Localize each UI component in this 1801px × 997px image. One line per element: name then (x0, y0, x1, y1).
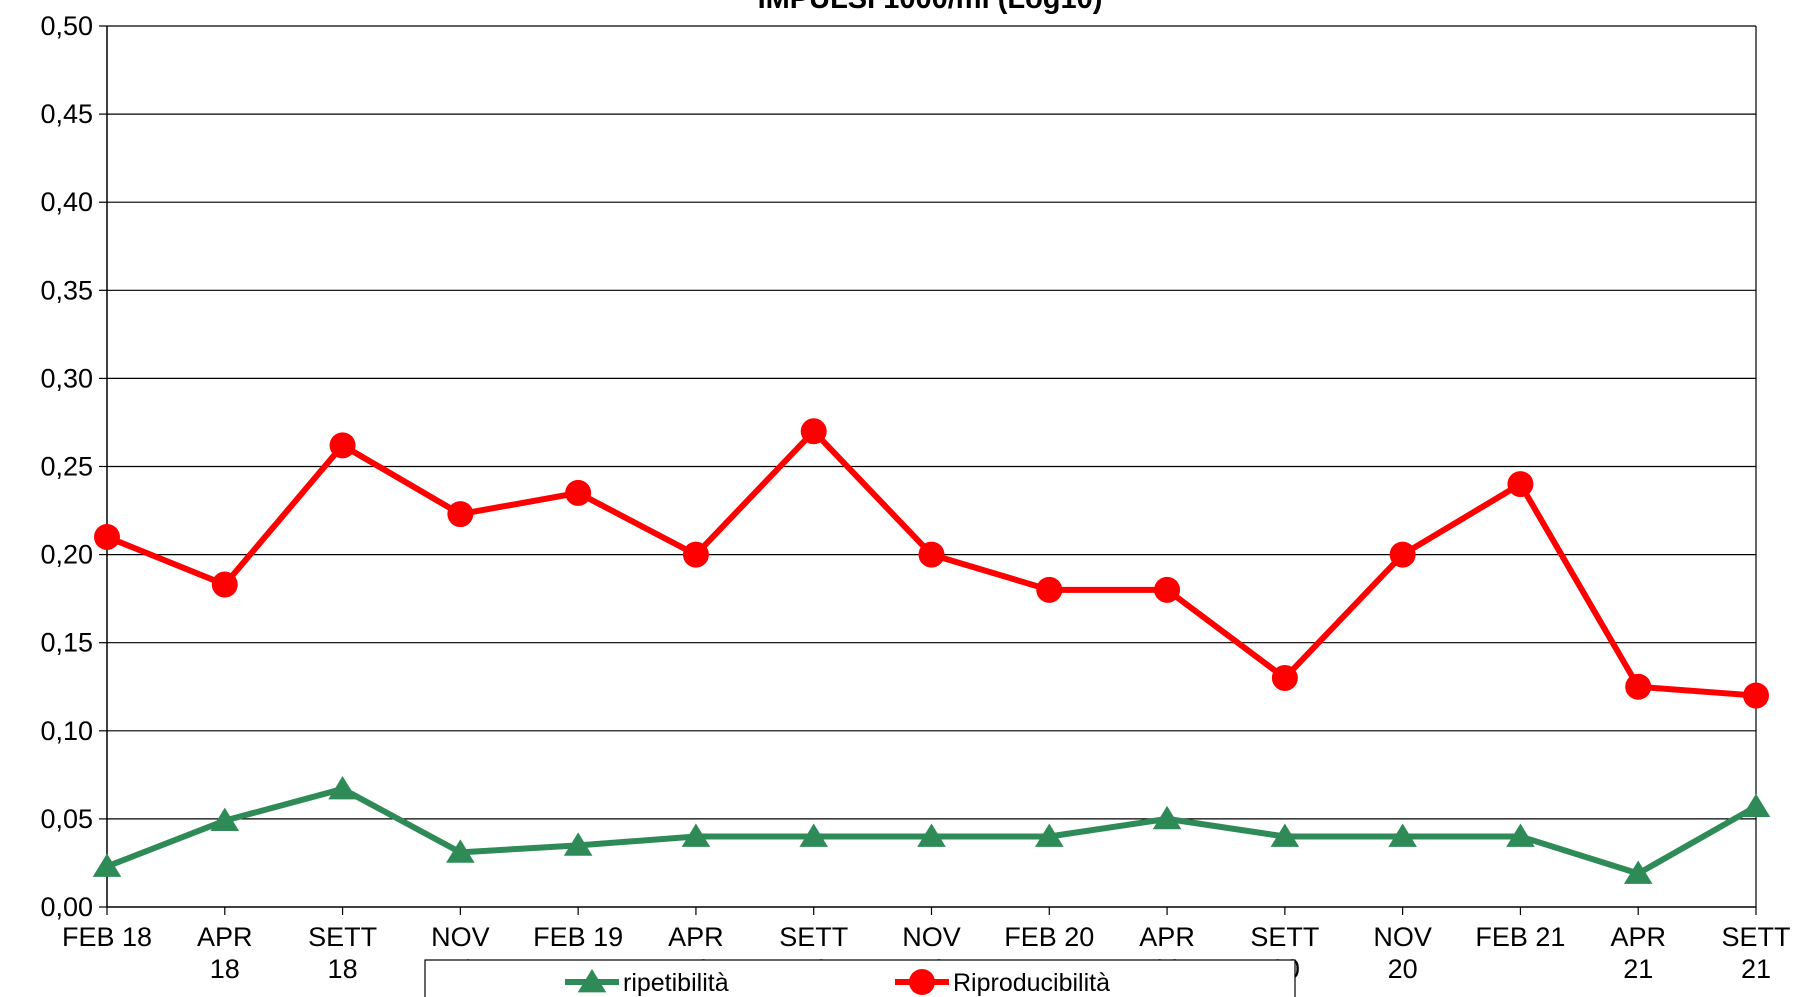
data-point (447, 501, 474, 528)
data-point (918, 541, 945, 568)
x-tick-label: FEB 18 (62, 922, 152, 952)
data-point (1270, 823, 1300, 847)
y-tick-label: 0,45 (40, 99, 93, 129)
x-tick-label: SETT 18 (308, 922, 377, 984)
data-point (682, 541, 709, 568)
data-point (446, 839, 475, 863)
data-point (800, 418, 827, 445)
data-point (1389, 541, 1416, 568)
y-tick-label: 0,40 (40, 187, 93, 217)
x-tick-label: APR 18 (197, 922, 253, 984)
legend-label: ripetibilità (623, 969, 729, 997)
x-tick-label: NOV 20 (1373, 922, 1432, 984)
chart-title: IMPULSI 1000/ml (Log10) (758, 0, 1103, 15)
data-point (1036, 576, 1063, 603)
y-tick-label: 0,20 (40, 540, 93, 570)
y-tick-label: 0,35 (40, 275, 93, 305)
y-tick-label: 0,10 (40, 716, 93, 746)
x-tick-label: FEB 21 (1475, 922, 1565, 952)
data-point (681, 823, 711, 847)
data-point (563, 832, 593, 856)
y-tick-label: 0,50 (40, 11, 93, 41)
data-point (94, 523, 120, 550)
x-tick-label: SETT 21 (1721, 922, 1790, 984)
y-tick-label: 0,15 (40, 628, 93, 658)
data-point (1152, 805, 1182, 830)
x-tick-label: FEB 20 (1004, 922, 1094, 952)
y-tick-label: 0,00 (40, 892, 93, 922)
data-point (799, 823, 829, 847)
data-point (1507, 471, 1534, 498)
data-point (92, 853, 122, 877)
data-point (1743, 682, 1769, 709)
legend-label: Riproducibilità (953, 969, 1110, 997)
y-tick-label: 0,25 (40, 452, 93, 482)
data-point (917, 823, 946, 847)
data-point (1506, 823, 1535, 847)
data-point (328, 775, 357, 800)
data-point (1623, 860, 1653, 884)
legend-marker (577, 969, 607, 993)
data-point (1625, 673, 1652, 700)
data-point (1271, 664, 1298, 691)
data-point (1741, 793, 1771, 817)
data-point (210, 807, 240, 832)
data-point (329, 432, 356, 459)
data-point (1154, 576, 1181, 603)
x-tick-label: APR 21 (1610, 922, 1666, 984)
data-point (565, 479, 592, 506)
legend-box (424, 959, 1296, 997)
legend-marker (909, 969, 935, 995)
data-point (211, 571, 238, 598)
data-point (1388, 823, 1417, 847)
data-point (1034, 823, 1064, 847)
y-tick-label: 0,30 (40, 363, 93, 393)
y-tick-label: 0,05 (40, 804, 93, 834)
x-tick-label: FEB 19 (533, 922, 623, 952)
